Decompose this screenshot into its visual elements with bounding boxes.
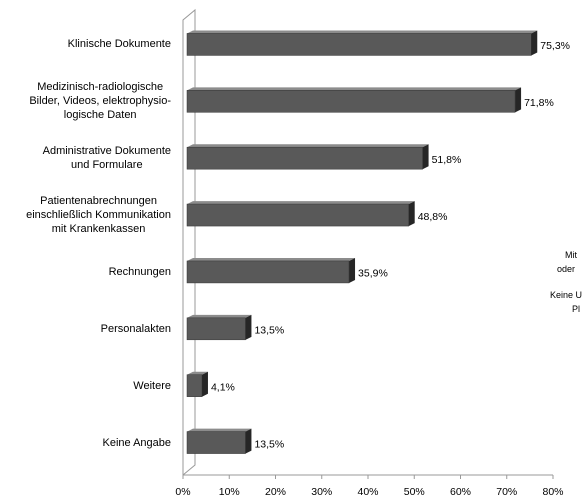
category-label: Keine Angabe <box>102 436 171 449</box>
category-label: Patientenabrechnungen einschließlich Kom… <box>26 195 171 236</box>
bar <box>186 203 409 227</box>
value-label: 75,3% <box>540 40 570 52</box>
annotation: Mit <box>565 250 577 260</box>
category-label: Rechnungen <box>108 265 171 278</box>
annotation: Keine U <box>550 290 583 300</box>
value-label: 4,1% <box>211 381 235 393</box>
category-label: Weitere <box>133 379 171 392</box>
bar-side <box>349 257 356 283</box>
value-label: 13,5% <box>254 325 284 337</box>
bar <box>186 317 246 341</box>
bar-top <box>187 144 429 148</box>
annotation: oder <box>557 264 576 274</box>
value-label: 51,8% <box>432 154 462 166</box>
value-label: 48,8% <box>418 211 448 223</box>
bar-side <box>245 428 252 454</box>
x-tick-label: 70% <box>496 486 517 498</box>
bar-side <box>422 144 429 170</box>
bar-top <box>187 314 252 318</box>
bar-side <box>531 30 538 56</box>
bar-side <box>245 314 252 340</box>
bar-top <box>187 201 415 205</box>
bar <box>186 33 532 56</box>
x-tick-label: 50% <box>404 486 425 498</box>
x-tick-label: 40% <box>357 486 378 498</box>
bar-top <box>187 428 252 432</box>
category-label: Administrative Dokumente und Formulare <box>42 145 171 172</box>
value-label: 71,8% <box>524 97 554 109</box>
bar-side <box>515 87 522 113</box>
category-label: Klinische Dokumente <box>67 38 171 51</box>
x-tick-label: 20% <box>265 486 286 498</box>
bar-side <box>408 201 415 227</box>
x-tick-label: 60% <box>450 486 471 498</box>
bar <box>186 374 203 397</box>
annotation: Pl <box>572 304 581 314</box>
bar <box>186 431 246 454</box>
bar-top <box>187 257 356 261</box>
x-tick-label: 80% <box>542 486 563 498</box>
category-label: Medizinisch-radiologische Bilder, Videos… <box>29 81 171 122</box>
axis-wall <box>182 8 196 476</box>
bar-top <box>187 371 208 375</box>
x-tick-label: 10% <box>219 486 240 498</box>
category-label: Personalakten <box>100 322 171 335</box>
bar <box>186 146 423 170</box>
bar <box>186 260 350 284</box>
bar-top <box>187 30 538 34</box>
bar-top <box>187 87 522 91</box>
bar <box>186 90 516 113</box>
x-tick-label: 0% <box>175 486 190 498</box>
bar-side <box>201 371 208 397</box>
value-label: 13,5% <box>254 438 284 450</box>
x-tick-label: 30% <box>311 486 332 498</box>
value-label: 35,9% <box>358 268 388 280</box>
